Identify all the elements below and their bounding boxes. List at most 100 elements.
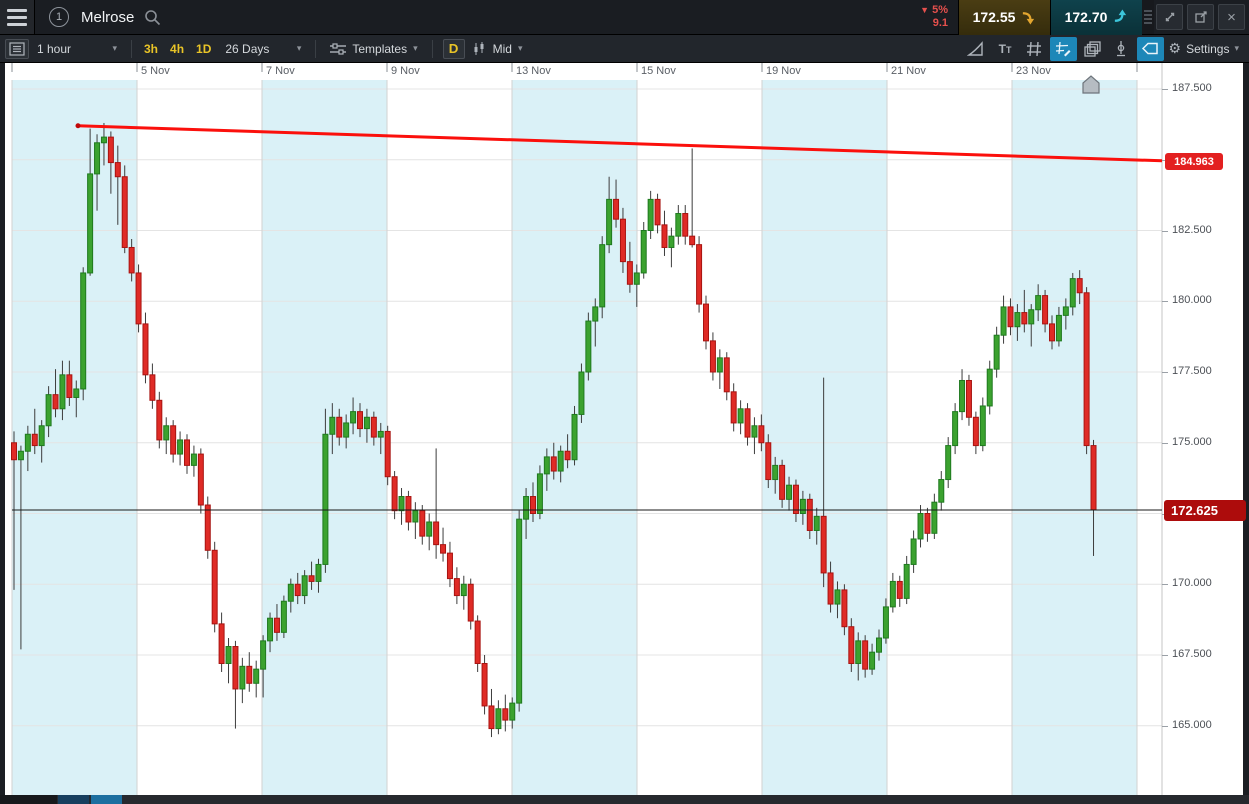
- period-d-button[interactable]: D: [442, 38, 465, 59]
- shape-tool-button[interactable]: [1136, 36, 1164, 61]
- text-tool-button[interactable]: TT: [992, 37, 1019, 61]
- candle: [502, 694, 509, 732]
- candle: [550, 442, 557, 480]
- grid-icon: [1027, 41, 1042, 56]
- candle: [343, 414, 350, 449]
- measure-tool-button[interactable]: [1108, 37, 1135, 61]
- divider: [315, 39, 317, 58]
- candle: [114, 145, 121, 225]
- candle: [564, 434, 571, 469]
- chart-list-button[interactable]: [5, 38, 29, 59]
- drag-handle[interactable]: [1142, 0, 1154, 34]
- grid-tool-button[interactable]: [1021, 37, 1048, 61]
- draw-tool-button[interactable]: [1049, 36, 1077, 61]
- candle: [294, 572, 301, 605]
- candle: [619, 207, 626, 273]
- sell-button[interactable]: 172.55: [958, 0, 1050, 35]
- candle: [308, 561, 315, 590]
- layers-tool-button[interactable]: [1079, 37, 1106, 61]
- x-axis-label: 15 Nov: [641, 65, 676, 77]
- expand-icon: [1165, 12, 1174, 22]
- candle: [1076, 270, 1083, 305]
- y-axis-label: 167.500: [1172, 648, 1212, 660]
- candle: [523, 488, 530, 539]
- candle: [11, 431, 17, 590]
- candle: [17, 445, 24, 650]
- chart-canvas[interactable]: 5 Nov 7 Nov 9 Nov 13 Nov 15 Nov 19 Nov 21 Nov 2…: [0, 63, 1249, 795]
- close-button[interactable]: ×: [1218, 4, 1245, 30]
- candle: [322, 408, 329, 573]
- search-button[interactable]: [144, 9, 161, 26]
- candle: [1062, 298, 1069, 330]
- candle: [938, 471, 945, 511]
- candle: [536, 465, 543, 520]
- settings-dropdown[interactable]: ⚙ Settings ▾: [1165, 40, 1249, 57]
- candle: [709, 332, 716, 381]
- scroll-marker-icon[interactable]: [1082, 75, 1100, 94]
- candle: [357, 403, 363, 438]
- candle: [488, 688, 495, 738]
- quick-interval-4h[interactable]: 4h: [164, 42, 190, 56]
- quick-interval-3h[interactable]: 3h: [138, 42, 164, 56]
- candle: [1021, 289, 1028, 333]
- candle: [38, 420, 45, 463]
- trendline-anchor[interactable]: [75, 123, 81, 129]
- candle: [24, 425, 31, 472]
- candle: [792, 479, 799, 522]
- candle: [440, 527, 447, 562]
- candle: [412, 502, 419, 539]
- candle: [737, 400, 744, 435]
- y-axis-tick: [1162, 231, 1168, 232]
- templates-dropdown[interactable]: Templates ▾: [322, 35, 425, 62]
- candlestick-chart[interactable]: [0, 63, 1249, 795]
- buy-button[interactable]: 172.70: [1050, 0, 1142, 35]
- x-axis-label: 5 Nov: [141, 65, 170, 77]
- candle: [474, 615, 481, 672]
- candle: [772, 456, 779, 494]
- y-axis-tick: [1162, 655, 1168, 656]
- trendline[interactable]: [77, 124, 1163, 163]
- y-axis-tick: [1162, 584, 1168, 585]
- chevron-down-icon: ▾: [517, 43, 523, 53]
- candle: [848, 618, 855, 672]
- candle: [419, 505, 426, 545]
- window-number-badge[interactable]: 1: [49, 7, 69, 27]
- candle: [1049, 315, 1055, 350]
- change-value: 9.1: [932, 17, 948, 29]
- candle: [986, 360, 993, 415]
- settings-label: Settings: [1186, 41, 1230, 56]
- price-mode-dropdown[interactable]: Mid ▾: [465, 35, 531, 62]
- candle: [232, 640, 239, 729]
- taskbar-segment[interactable]: [0, 795, 57, 804]
- candle: [578, 363, 585, 423]
- range-dropdown[interactable]: 26 Days ▾: [217, 35, 309, 62]
- candle: [128, 238, 135, 282]
- main-menu-button[interactable]: [0, 0, 34, 34]
- candle: [204, 496, 211, 559]
- topbar: 1 Melrose ▼ 5% 9.1 172.55: [0, 0, 1249, 35]
- candle: [1083, 287, 1090, 455]
- candle: [965, 374, 972, 426]
- candle: [253, 660, 260, 698]
- quick-interval-1d[interactable]: 1D: [190, 42, 217, 56]
- measure-icon: [1117, 40, 1126, 56]
- candle: [654, 193, 661, 234]
- y-axis-tick: [1162, 89, 1168, 90]
- popout-button[interactable]: [1187, 4, 1214, 30]
- layers-icon: [1083, 40, 1101, 57]
- interval-dropdown[interactable]: 1 hour ▾: [29, 35, 125, 62]
- resize-button[interactable]: [1156, 4, 1183, 30]
- chart-type-tool-button[interactable]: [963, 37, 990, 61]
- candle: [267, 612, 274, 653]
- candle: [31, 408, 38, 455]
- candle: [460, 575, 467, 610]
- bottom-taskbar[interactable]: [0, 795, 1249, 804]
- candle: [972, 411, 979, 455]
- candle: [363, 408, 370, 443]
- candle: [177, 431, 184, 466]
- taskbar-segment-blue[interactable]: [91, 795, 122, 804]
- taskbar-segment-navy[interactable]: [58, 795, 89, 804]
- chevron-down-icon: ▾: [413, 43, 418, 53]
- candle: [80, 267, 87, 401]
